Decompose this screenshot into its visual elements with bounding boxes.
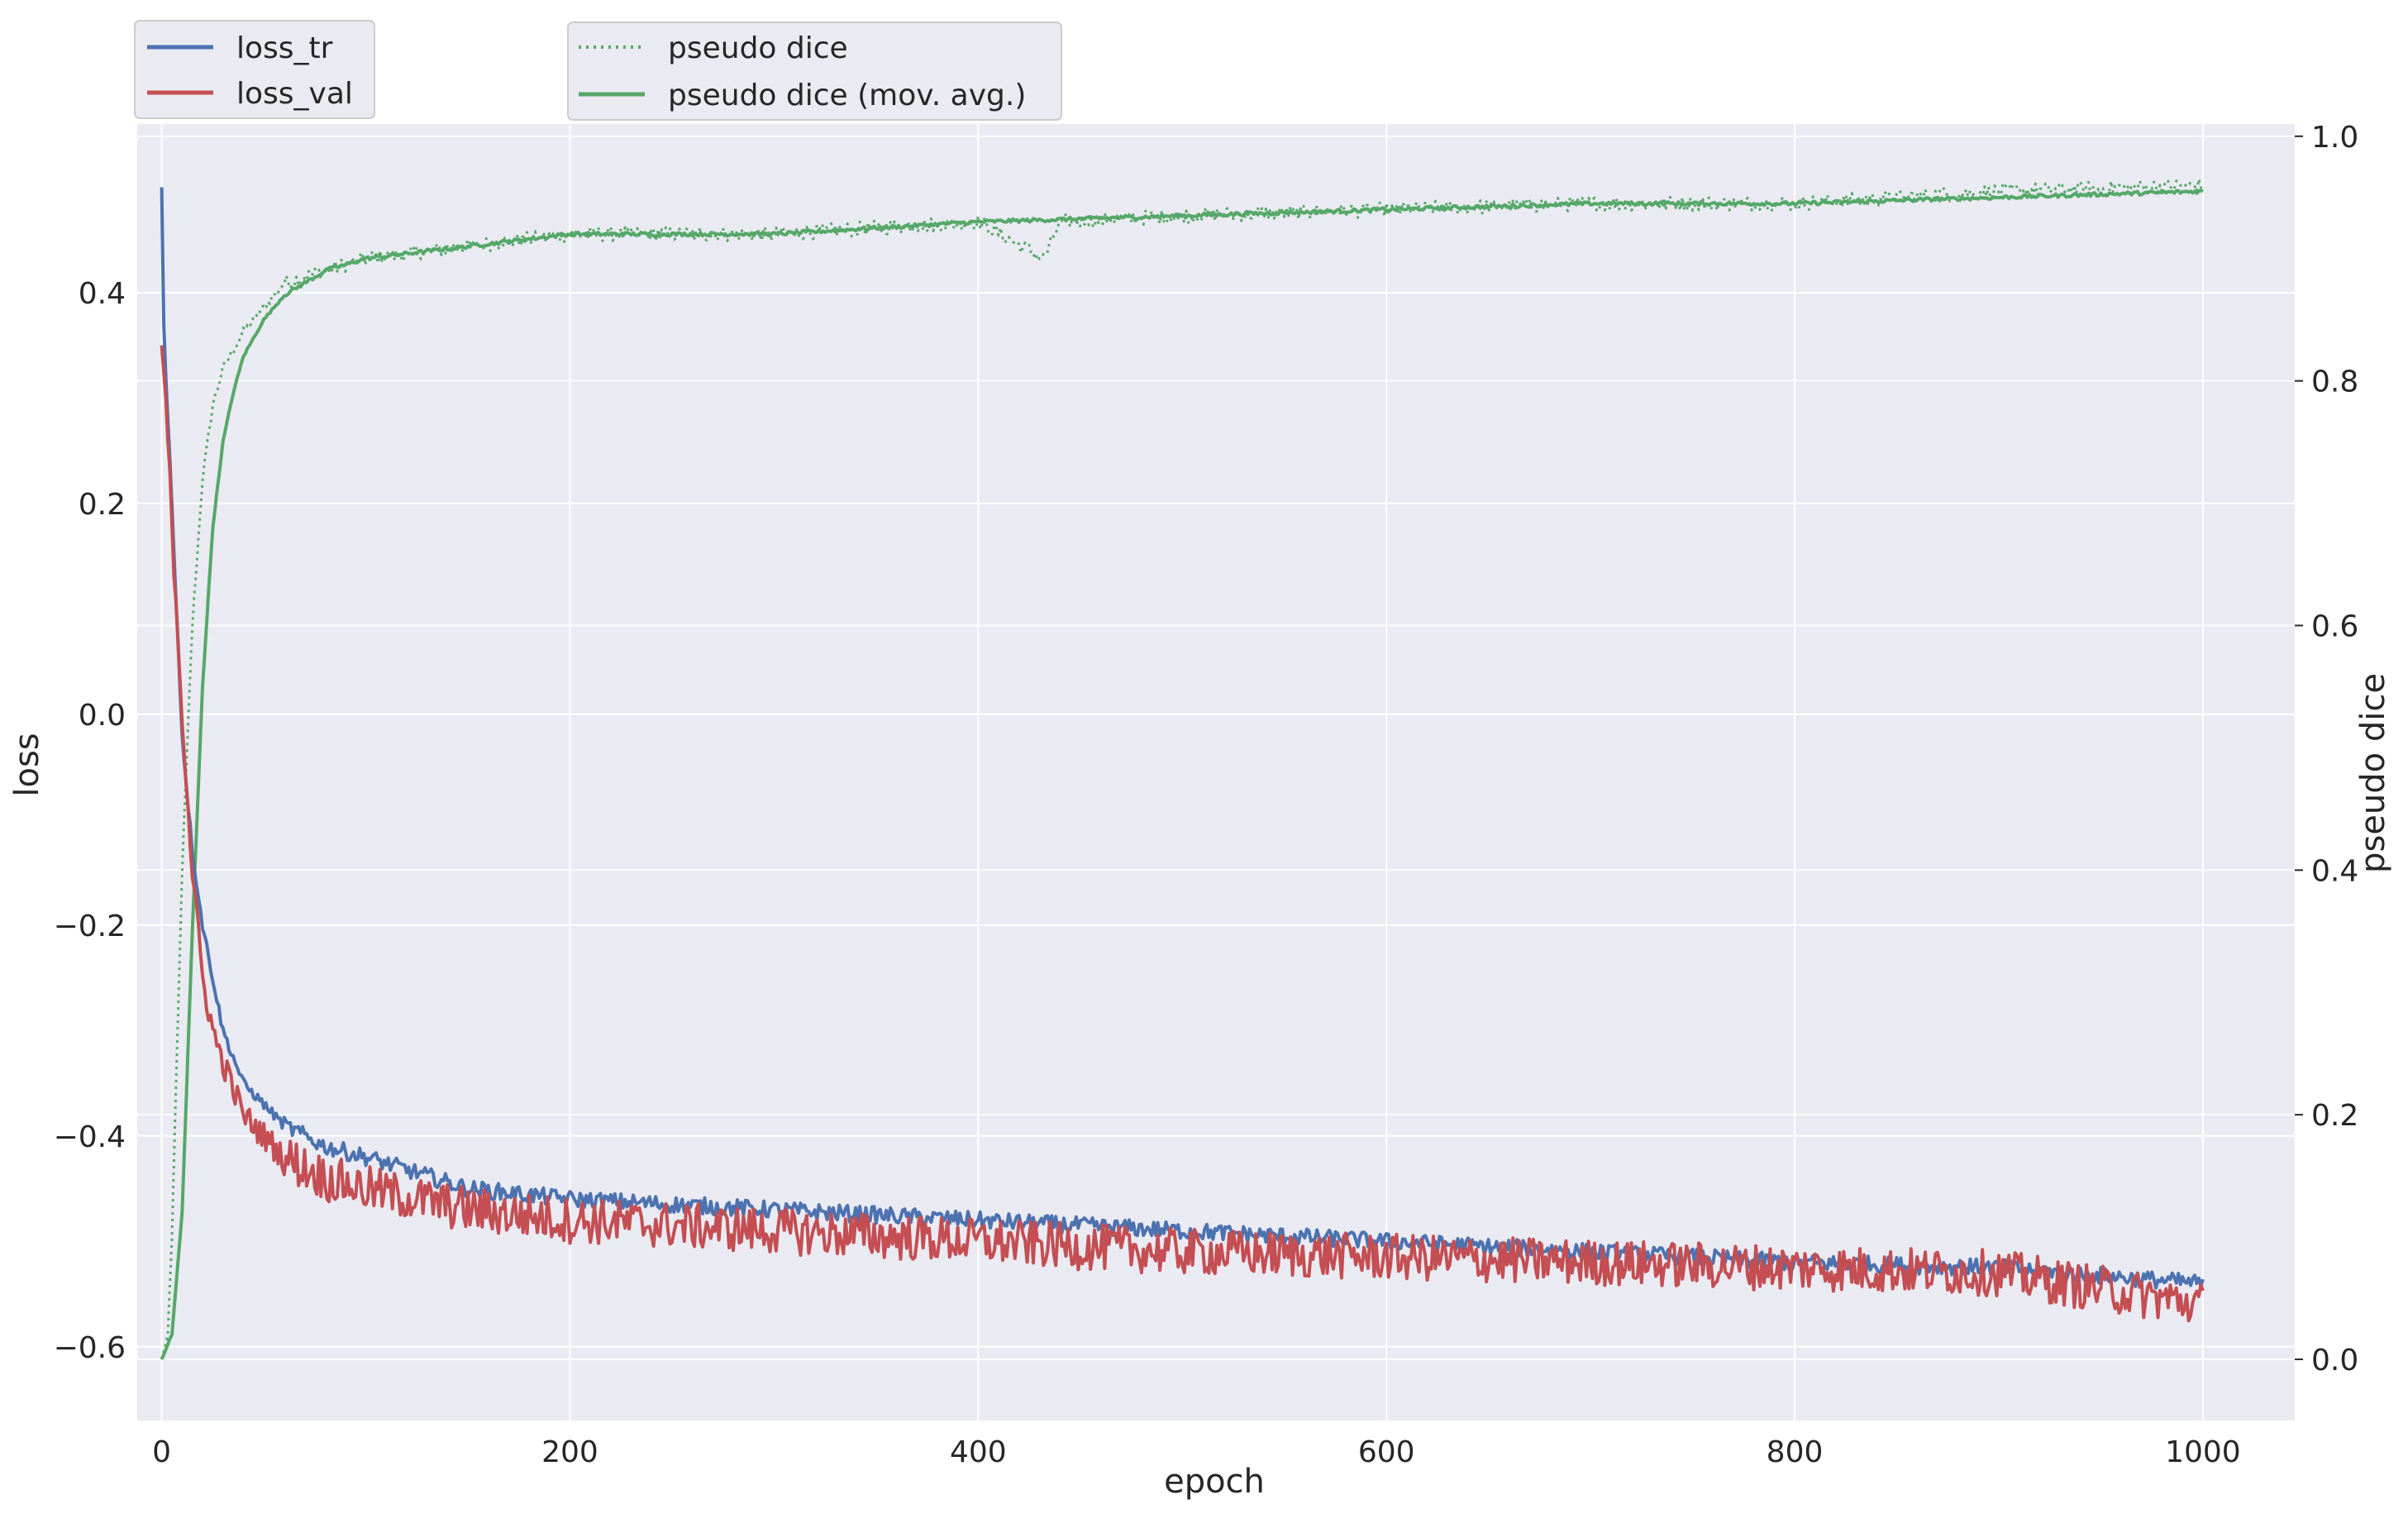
left-y-tick-label: −0.6	[54, 1331, 126, 1365]
legend-dice-label: pseudo dice	[668, 31, 848, 65]
left-y-tick-label: 0.2	[79, 488, 126, 522]
left-y-tick-label: −0.4	[54, 1120, 126, 1154]
legend-loss: loss_tr loss_val	[134, 20, 375, 119]
left-y-tick-label: 0.0	[79, 699, 126, 733]
legend-loss-val-label: loss_val	[236, 77, 353, 111]
legend-loss-tr-label: loss_tr	[236, 31, 333, 65]
right-y-tick-label: 0.2	[2311, 1099, 2358, 1133]
tick-labels: 0 200 400 600 800 1000 −0.6 −0.4 −0.2 0.0 0.2 0.4 0.…	[54, 121, 2359, 1469]
x-tick-label: 600	[1358, 1435, 1415, 1469]
series-line-loss-val	[160, 345, 2205, 1323]
plot-background	[137, 124, 2295, 1421]
right-y-tick-label: 0.4	[2311, 854, 2358, 888]
legend-dice-movavg-label: pseudo dice (mov. avg.)	[668, 79, 1026, 112]
x-axis-label: epoch	[1164, 1463, 1265, 1501]
left-y-tick-label: 0.4	[79, 277, 126, 311]
x-tick-label: 800	[1767, 1435, 1824, 1469]
x-tick-label: 1000	[2165, 1435, 2241, 1469]
right-y-axis-label: pseudo dice	[2354, 673, 2392, 873]
series-line-pseudo-dice-mov-avg	[160, 189, 2204, 1360]
grid-lines	[137, 124, 2295, 1421]
left-y-axis-label: loss	[8, 733, 46, 796]
right-y-tick-label: 0.6	[2311, 609, 2358, 643]
x-tick-label: 0	[152, 1435, 171, 1469]
series-group	[160, 178, 2205, 1360]
legend-dice: pseudo dice pseudo dice (mov. avg.)	[567, 21, 1062, 121]
x-tick-label: 400	[950, 1435, 1007, 1469]
right-y-tick-label: 0.8	[2311, 365, 2358, 399]
right-y-tick-label: 1.0	[2311, 121, 2358, 155]
left-y-tick-label: −0.2	[54, 910, 126, 943]
legend-dice-box	[567, 21, 1062, 121]
x-tick-label: 200	[541, 1435, 598, 1469]
right-y-tick-label: 0.0	[2311, 1344, 2358, 1378]
